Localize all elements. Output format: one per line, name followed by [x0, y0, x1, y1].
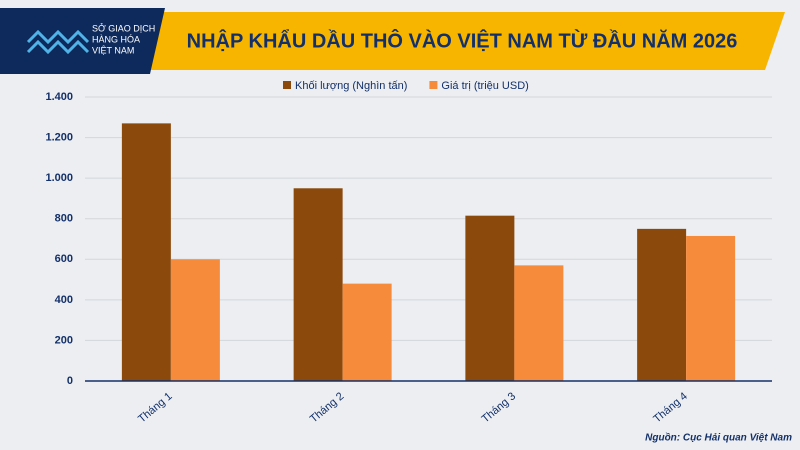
legend-swatch: [283, 81, 291, 89]
bar: [637, 228, 687, 381]
logo-box: [0, 8, 165, 74]
legend-label: Giá trị (triệu USD): [441, 80, 528, 92]
y-tick-label: 1.400: [45, 91, 73, 103]
logo-text: HÀNG HÓA: [92, 34, 140, 44]
y-tick-label: 800: [55, 213, 73, 225]
bar: [293, 188, 343, 381]
y-tick-label: 600: [55, 253, 73, 265]
y-tick-label: 1.200: [45, 131, 73, 143]
legend-swatch: [429, 81, 438, 89]
bar: [170, 259, 220, 381]
chart-title: NHẬP KHẨU DẦU THÔ VÀO VIỆT NAM TỪ ĐẦU NĂ…: [187, 28, 738, 52]
logo-icon: [26, 29, 90, 55]
bar: [686, 235, 736, 381]
y-tick-label: 400: [55, 294, 73, 306]
legend-label: Khối lượng (Nghìn tấn): [295, 80, 407, 92]
logo-text: SỞ GIAO DỊCH: [92, 22, 155, 33]
bar: [465, 215, 515, 381]
bar: [514, 265, 564, 381]
bar: [342, 283, 392, 381]
y-tick-label: 200: [55, 334, 73, 346]
logo-text: VIỆT NAM: [92, 45, 134, 55]
source-note: Nguồn: Cục Hải quan Việt Nam: [645, 432, 792, 444]
y-tick-label: 1.000: [45, 172, 73, 184]
bar: [121, 123, 171, 381]
title-banner: [140, 12, 785, 70]
y-tick-label: 0: [67, 375, 73, 387]
